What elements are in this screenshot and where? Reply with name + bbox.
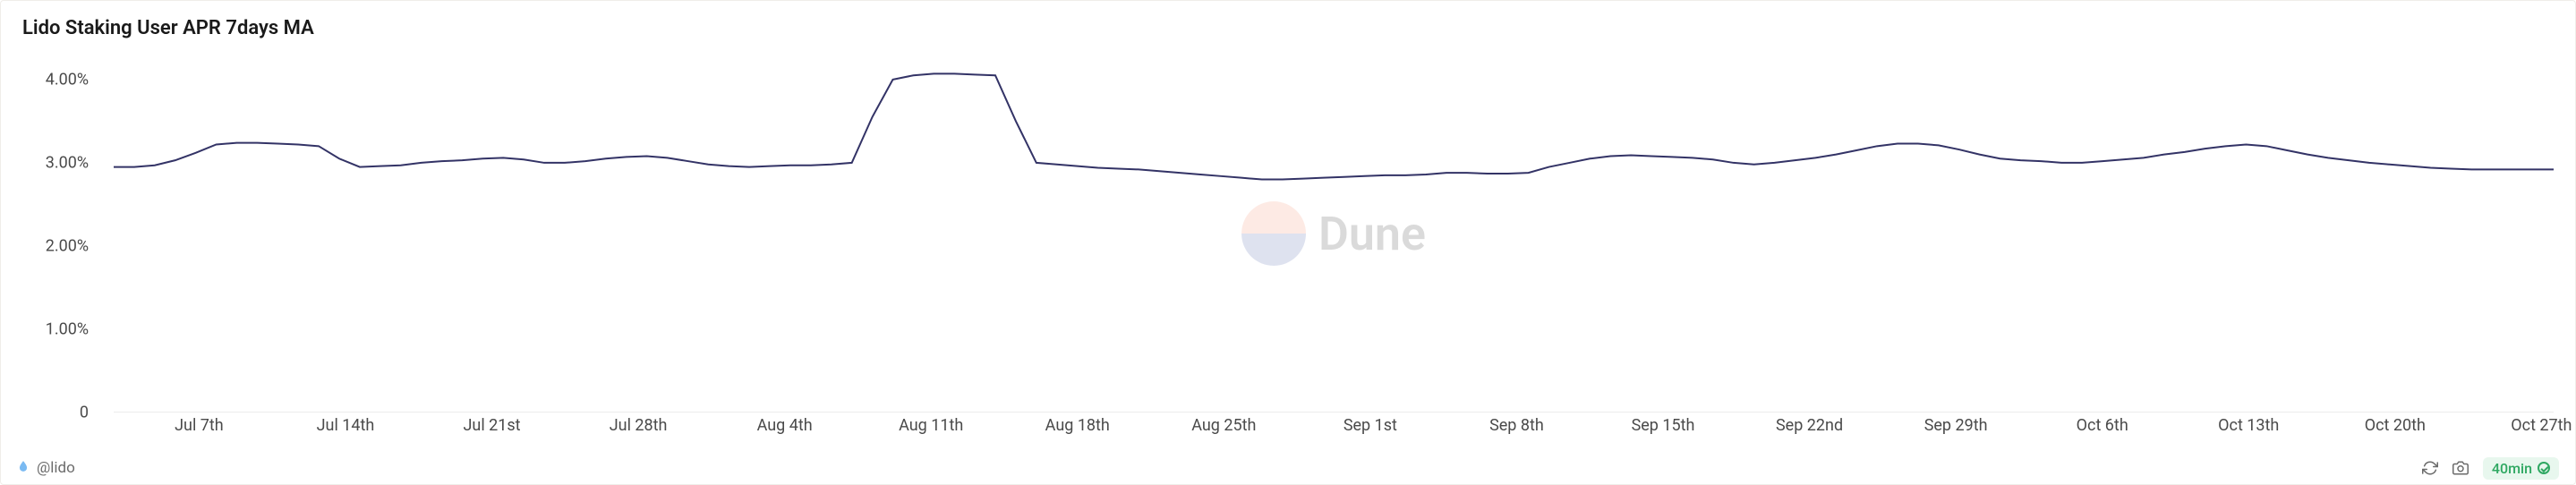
- chart-area: 0 1.00% 2.00% 3.00% 4.00% Dune Jul 7th Jul 14…: [28, 55, 2554, 438]
- series-line: [114, 73, 2554, 179]
- lido-drop-icon: [17, 460, 30, 476]
- x-tick-label: Jul 7th: [175, 416, 224, 435]
- y-axis: 0 1.00% 2.00% 3.00% 4.00%: [28, 55, 99, 438]
- x-tick-label: Sep 22nd: [1776, 416, 1843, 435]
- x-tick-label: Oct 6th: [2077, 416, 2128, 435]
- x-tick-label: Jul 14th: [317, 416, 375, 435]
- x-tick-label: Oct 20th: [2365, 416, 2426, 435]
- x-tick-label: Aug 4th: [757, 416, 813, 435]
- chart-title: Lido Staking User APR 7days MA: [1, 1, 2575, 48]
- x-tick-label: Sep 15th: [1632, 416, 1695, 435]
- freshness-badge-text: 40min: [2492, 460, 2532, 477]
- y-tick-label: 4.00%: [46, 70, 89, 89]
- x-tick-label: Jul 21st: [463, 416, 520, 435]
- x-axis: Jul 7th Jul 14th Jul 21st Jul 28th Aug 4th Au…: [114, 413, 2554, 438]
- x-tick-label: Jul 28th: [610, 416, 668, 435]
- x-tick-label: Sep 8th: [1489, 416, 1544, 435]
- x-tick-label: Sep 1st: [1343, 416, 1397, 435]
- attribution-text: @lido: [37, 459, 75, 477]
- camera-icon[interactable]: [2452, 460, 2469, 476]
- x-tick-label: Aug 11th: [899, 416, 963, 435]
- y-tick-label: 1.00%: [46, 319, 89, 338]
- line-chart-svg: [114, 55, 2554, 413]
- x-tick-label: Sep 29th: [1924, 416, 1988, 435]
- freshness-badge[interactable]: 40min: [2483, 457, 2559, 480]
- x-tick-label: Oct 27th: [2511, 416, 2572, 435]
- y-tick-label: 0: [80, 404, 89, 422]
- attribution[interactable]: @lido: [17, 459, 75, 477]
- refresh-icon[interactable]: [2422, 460, 2438, 476]
- x-tick-label: Aug 25th: [1191, 416, 1256, 435]
- x-tick-label: Aug 18th: [1045, 416, 1110, 435]
- y-tick-label: 2.00%: [46, 236, 89, 255]
- check-circle-icon: [2538, 462, 2550, 474]
- y-tick-label: 3.00%: [46, 153, 89, 172]
- plot-region[interactable]: Dune: [114, 55, 2554, 413]
- x-tick-label: Oct 13th: [2218, 416, 2279, 435]
- footer: @lido 40min: [1, 452, 2575, 484]
